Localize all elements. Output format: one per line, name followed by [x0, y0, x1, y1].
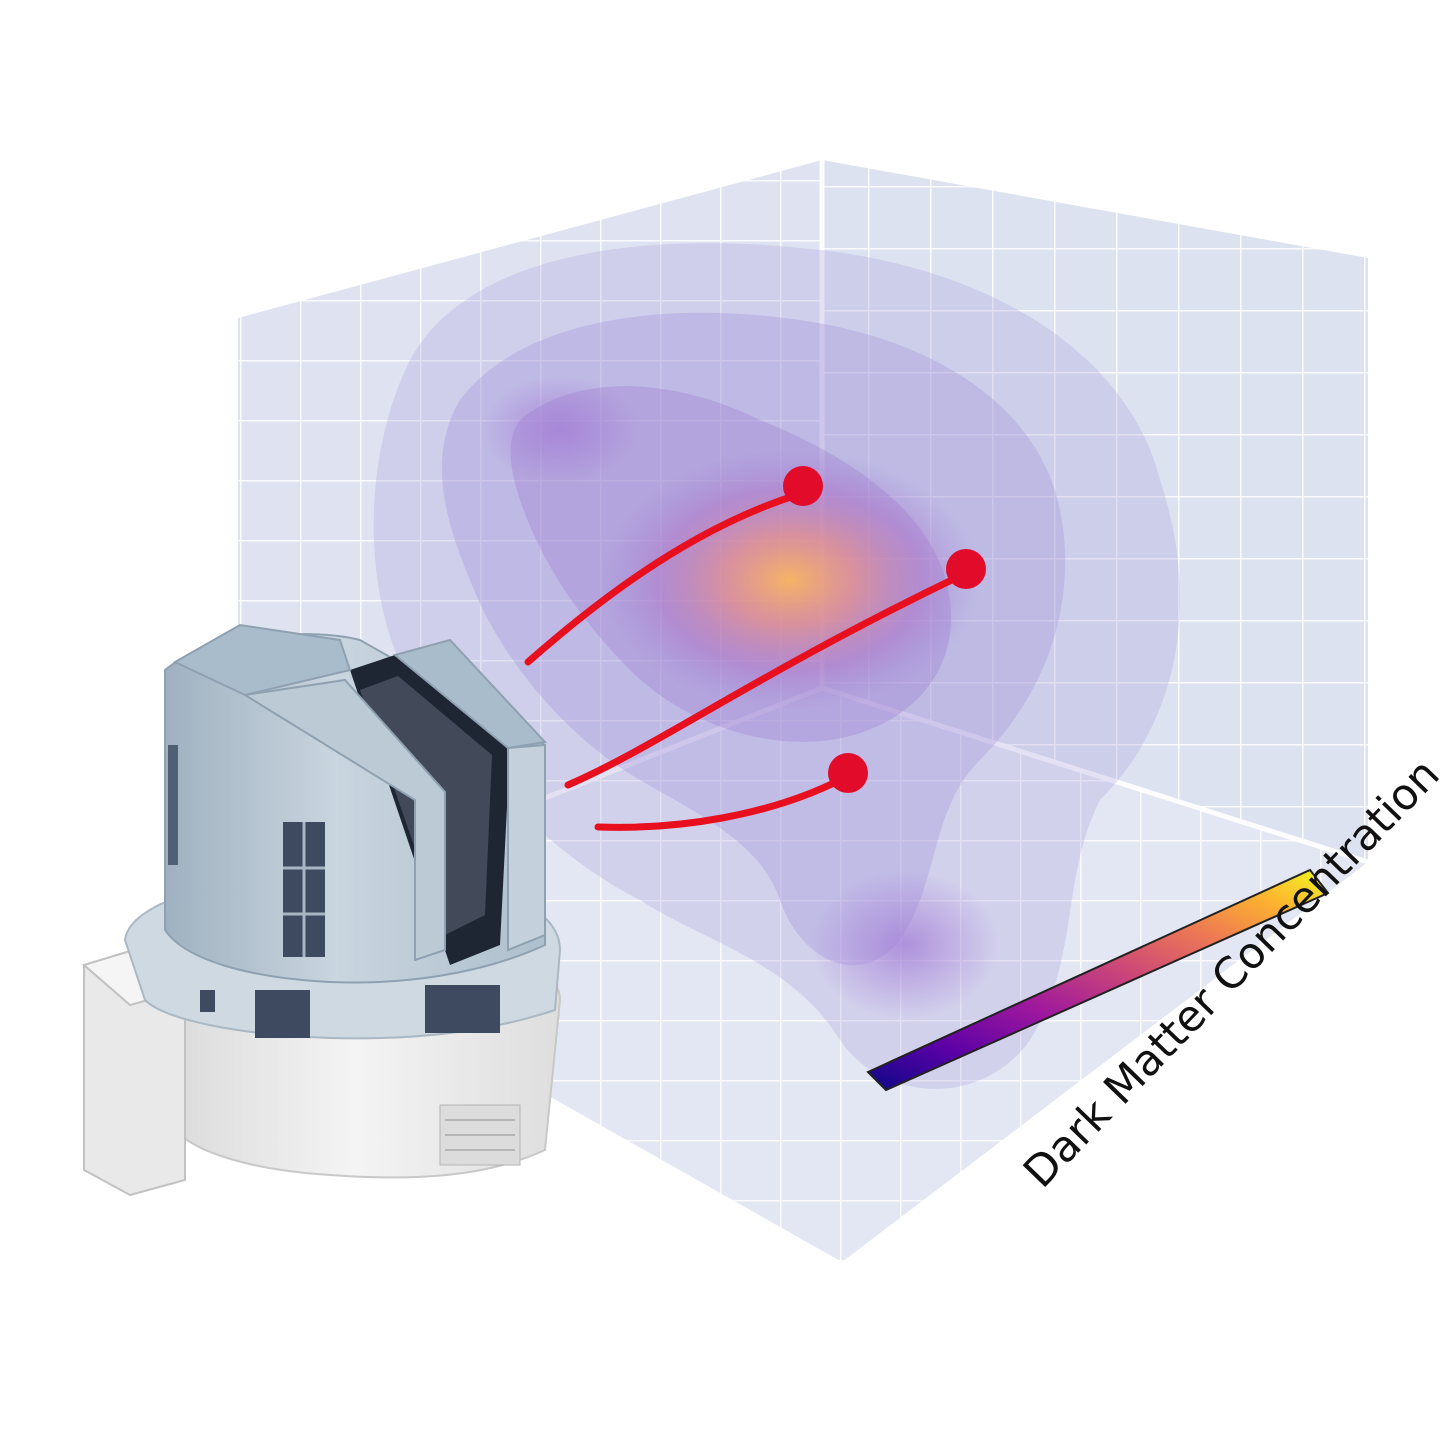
- cloud-core: [600, 450, 980, 710]
- sightlines: [524, 466, 986, 831]
- sightline-lower: [594, 776, 844, 831]
- sightline-lower-endpoint: [828, 753, 868, 793]
- shutter-left: [242, 678, 446, 962]
- ring-window-1: [255, 990, 310, 1038]
- dark-matter-cloud: [373, 243, 1180, 1089]
- cloud-knot-lower: [810, 870, 1000, 1020]
- sightline-middle: [564, 572, 964, 789]
- shutter-right: [507, 743, 546, 952]
- sightline-middle-endpoint: [946, 549, 986, 589]
- grid-wall-right: [822, 160, 1368, 862]
- colorbar: [866, 868, 1330, 1092]
- ring-window-3: [200, 990, 215, 1012]
- building-roof: [172, 623, 352, 697]
- sightline-upper-endpoint: [783, 466, 823, 506]
- sightline-upper: [524, 490, 804, 666]
- ring-window-2: [425, 985, 500, 1033]
- telescope-building: [81, 623, 562, 1197]
- cloud-knot-upper-left: [480, 375, 640, 485]
